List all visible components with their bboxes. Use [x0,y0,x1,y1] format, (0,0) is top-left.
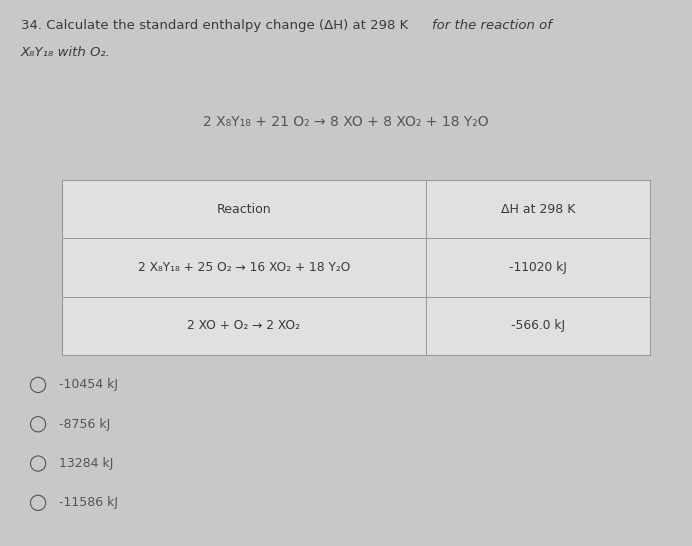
Text: -8756 kJ: -8756 kJ [59,418,110,431]
Text: 13284 kJ: 13284 kJ [59,457,113,470]
Text: ΔH at 298 K: ΔH at 298 K [501,203,575,216]
Bar [62,180,650,355]
Text: for the reaction of: for the reaction of [432,19,552,32]
Text: 34. Calculate the standard enthalpy change (ΔH) at 298 K: 34. Calculate the standard enthalpy chan… [21,19,412,32]
Text: -10454 kJ: -10454 kJ [59,378,118,391]
Text: -11586 kJ: -11586 kJ [59,496,118,509]
Text: 2 XO + O₂ → 2 XO₂: 2 XO + O₂ → 2 XO₂ [188,319,300,333]
Text: 2 X₈Y₁₈ + 25 O₂ → 16 XO₂ + 18 Y₂O: 2 X₈Y₁₈ + 25 O₂ → 16 XO₂ + 18 Y₂O [138,261,350,274]
Text: Reaction: Reaction [217,203,271,216]
Text: 2 X₈Y₁₈ + 21 O₂ → 8 XO + 8 XO₂ + 18 Y₂O: 2 X₈Y₁₈ + 21 O₂ → 8 XO + 8 XO₂ + 18 Y₂O [203,115,489,129]
Text: X₈Y₁₈ with O₂.: X₈Y₁₈ with O₂. [21,46,111,60]
Text: -11020 kJ: -11020 kJ [509,261,567,274]
Text: -566.0 kJ: -566.0 kJ [511,319,565,333]
